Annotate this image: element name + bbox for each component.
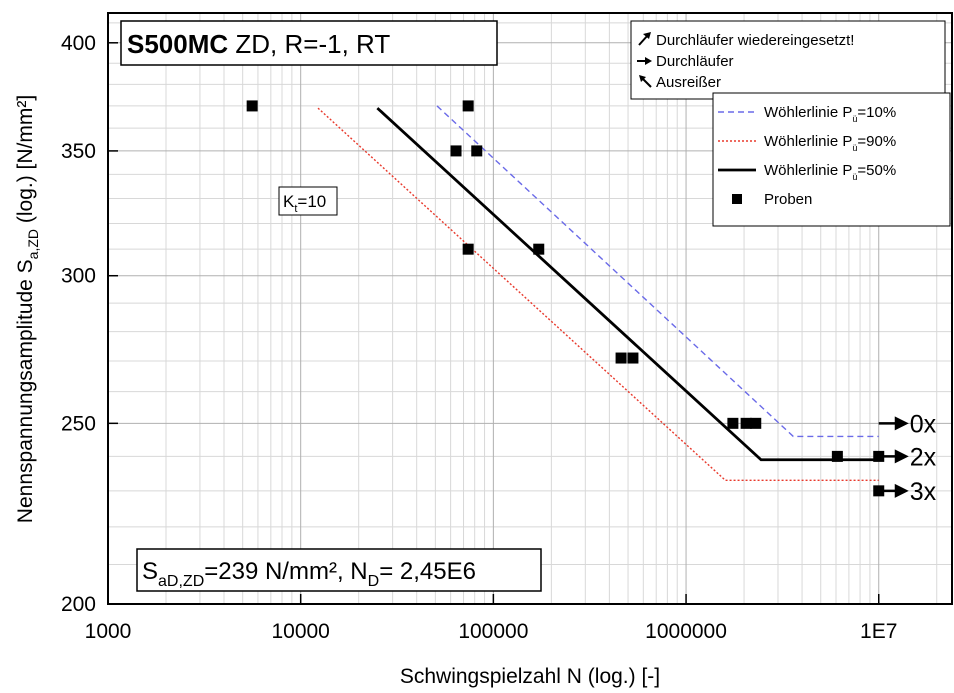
sample-point	[831, 450, 843, 462]
chart-title: S500MC ZD, R=-1, RT	[127, 29, 390, 59]
y-axis-label-tail: (log.) [N/mm²]	[14, 95, 37, 229]
axis-ticks	[107, 42, 880, 605]
result-subscript: D	[368, 573, 380, 590]
result-annotation: SaD,ZD=239 N/mm², ND= 2,45E6	[142, 558, 476, 590]
y-axis-label-sub: a,ZD	[25, 229, 41, 259]
result-subscript: aD,ZD	[158, 573, 204, 590]
runout-arrows: 0x 2x 3x	[878, 410, 937, 506]
x-tick-label: 10000	[271, 620, 329, 643]
sample-point	[727, 417, 739, 429]
kt-tail: =10	[297, 192, 326, 211]
x-tick-label: 100000	[458, 620, 528, 643]
woehler-line-10-percent	[436, 105, 879, 438]
x-tick-label: 1000000	[645, 620, 727, 643]
sample-point	[471, 145, 483, 157]
sample-point	[740, 417, 752, 429]
result-text-part: =239 N/mm², N	[204, 558, 367, 585]
chart-title-material: S500MC	[127, 29, 228, 59]
y-tick-label: 400	[61, 32, 96, 55]
y-tick-labels: 200 250 300 350 400	[61, 32, 96, 616]
y-tick-label: 300	[61, 265, 96, 288]
arrow-up-left-icon-head	[639, 75, 646, 82]
series-legend-items: Wöhlerlinie Pü=10% Wöhlerlinie Pü=90% Wöhl…	[718, 104, 896, 208]
arrow-up-right-icon-head	[643, 32, 651, 39]
sample-point	[615, 352, 627, 364]
symbol-legend-item: Durchläufer wiedereingesetzt!	[638, 32, 854, 49]
kt-box	[278, 186, 338, 216]
result-text-part: S	[142, 558, 158, 585]
sample-point	[462, 243, 474, 255]
y-tick-label: 350	[61, 140, 96, 163]
sample-point	[750, 417, 762, 429]
result-text-part: = 2,45E6	[379, 558, 476, 585]
sample-point	[246, 100, 258, 112]
series-legend-marker	[732, 194, 742, 204]
symbol-legend-label: Durchläufer	[656, 53, 734, 70]
series-legend-label: Wöhlerlinie Pü=50%	[764, 162, 896, 182]
runout-count-label: 2x	[910, 443, 937, 471]
y-axis-label: Nennspannungsamplitude Sa,ZD (log.) [N/m…	[14, 95, 41, 523]
plot-frame	[107, 12, 953, 605]
x-axis-label: Schwingspielzahl N (log.) [-]	[400, 665, 660, 688]
symbol-legend-item: Durchläufer	[637, 53, 734, 70]
sample-point	[533, 243, 545, 255]
result-box	[136, 548, 542, 592]
runout-arrow-head	[894, 449, 909, 464]
series-legend-item: Wöhlerlinie Pü=10%	[718, 104, 896, 124]
runout-arrow-head	[894, 483, 909, 498]
sample-point	[627, 352, 639, 364]
y-axis-label-main: Nennspannungsamplitude S	[14, 259, 37, 523]
arrow-right-icon-head	[645, 57, 652, 65]
kt-sub: t	[294, 203, 297, 215]
x-tick-label: 1000	[85, 620, 132, 643]
title-box	[120, 20, 498, 66]
x-tick-labels: 1000 10000 100000 1000000 1E7	[85, 620, 898, 643]
symbol-legend-item: Ausreißer	[639, 74, 721, 91]
series-legend-label: Proben	[764, 191, 812, 208]
sample-point	[450, 145, 462, 157]
y-tick-label: 200	[61, 593, 96, 616]
symbol-legend-label: Ausreißer	[656, 74, 721, 91]
series-legend-label: Wöhlerlinie Pü=10%	[764, 104, 896, 124]
runout-count-label: 0x	[910, 410, 937, 438]
symbol-legend-label: Durchläufer wiedereingesetzt!	[656, 32, 854, 49]
series-legend-item: Wöhlerlinie Pü=50%	[718, 162, 896, 182]
kt-annotation: Kt=10	[283, 192, 326, 215]
series-legend-item: Proben	[732, 191, 812, 208]
x-tick-label: 1E7	[860, 620, 897, 643]
y-tick-label: 250	[61, 412, 96, 435]
kt-main: K	[283, 192, 295, 211]
series-legend-label: Wöhlerlinie Pü=90%	[764, 133, 896, 153]
runout-count-label: 3x	[910, 478, 937, 506]
runout-arrow-head	[894, 416, 909, 431]
series-legend-item: Wöhlerlinie Pü=90%	[718, 133, 896, 153]
sample-point	[462, 100, 474, 112]
symbol-legend	[630, 20, 946, 100]
series-legend	[712, 92, 951, 227]
chart-title-conditions: ZD, R=-1, RT	[228, 29, 390, 59]
symbol-legend-items: Durchläufer wiedereingesetzt! Durchläufer…	[637, 32, 854, 91]
